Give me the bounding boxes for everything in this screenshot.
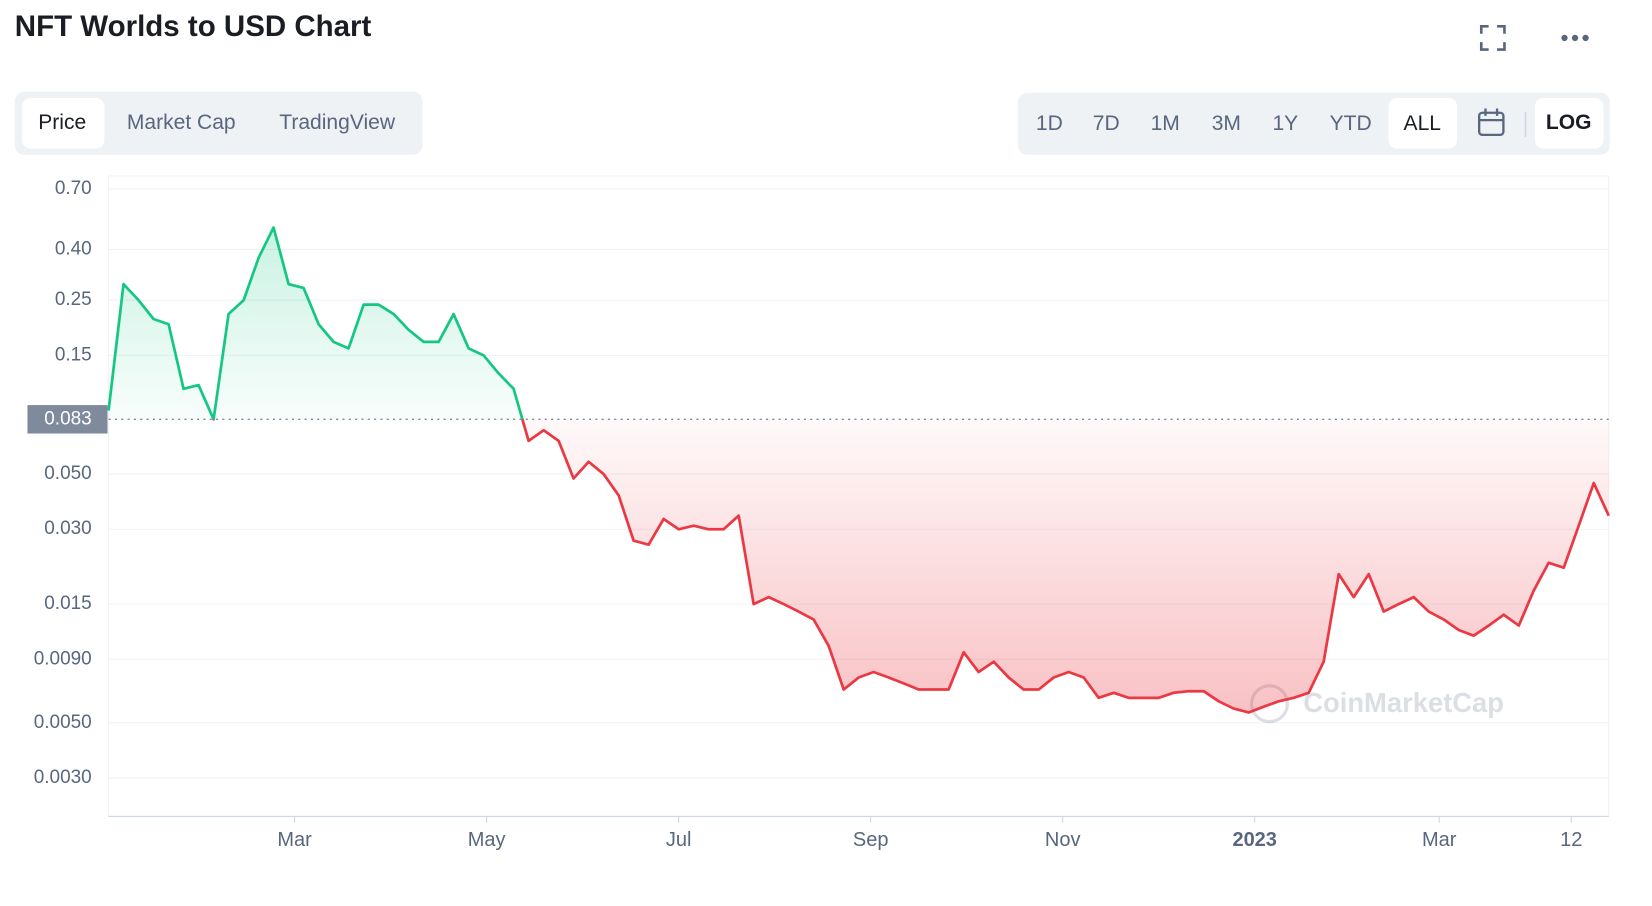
tab-selected-bg [22, 97, 105, 149]
x-tick-label: May [468, 829, 506, 851]
y-tick-label: 0.050 [44, 463, 91, 484]
baseline-label-bg [27, 405, 108, 434]
x-tick-label: Mar [1422, 829, 1457, 851]
y-tick-label: 0.25 [55, 289, 92, 310]
calendar-icon[interactable] [1478, 108, 1505, 137]
log-button[interactable]: LOG [1546, 111, 1592, 134]
y-tick-label: 0.015 [44, 593, 91, 614]
y-tick-label: 0.70 [55, 178, 92, 199]
range-group [1017, 92, 1610, 155]
range-button[interactable]: YTD [1330, 112, 1372, 135]
more-icon[interactable] [1561, 34, 1589, 42]
fullscreen-icon[interactable] [1479, 25, 1506, 51]
x-tick-label: Nov [1045, 829, 1081, 851]
range-button[interactable]: 1D [1036, 112, 1063, 135]
range-selected-bg [1388, 97, 1458, 149]
range-button[interactable]: 1Y [1272, 112, 1298, 135]
x-tick-label: Sep [853, 829, 889, 851]
y-tick-label: 0.0030 [34, 767, 92, 788]
range-button[interactable]: 3M [1212, 112, 1241, 135]
y-tick-label: 0.15 [55, 344, 92, 365]
log-bg [1534, 97, 1604, 149]
price-line [107, 226, 1610, 714]
x-tick-label: Mar [277, 829, 312, 851]
range-button[interactable]: 1M [1151, 112, 1180, 135]
watermark-text: CoinMarketCap [1303, 687, 1504, 718]
tab-group [14, 91, 423, 155]
x-tick-label: 2023 [1232, 829, 1277, 851]
price-area [108, 227, 1609, 713]
chart-title: NFT Worlds to USD Chart [15, 10, 372, 43]
range-button[interactable]: 7D [1093, 112, 1120, 135]
tab[interactable]: TradingView [279, 111, 396, 134]
baseline-label: 0.083 [44, 408, 91, 429]
y-tick-label: 0.030 [44, 518, 91, 539]
watermark: CoinMarketCap [1250, 684, 1504, 724]
tab[interactable]: Price [38, 111, 86, 134]
x-tick-label: 12 [1560, 829, 1582, 851]
y-tick-label: 0.40 [55, 238, 92, 259]
y-tick-label: 0.0050 [34, 712, 92, 733]
range-button[interactable]: ALL [1404, 112, 1441, 135]
tab[interactable]: Market Cap [127, 111, 236, 134]
x-tick-label: Jul [666, 829, 692, 851]
y-tick-label: 0.0090 [34, 648, 92, 669]
